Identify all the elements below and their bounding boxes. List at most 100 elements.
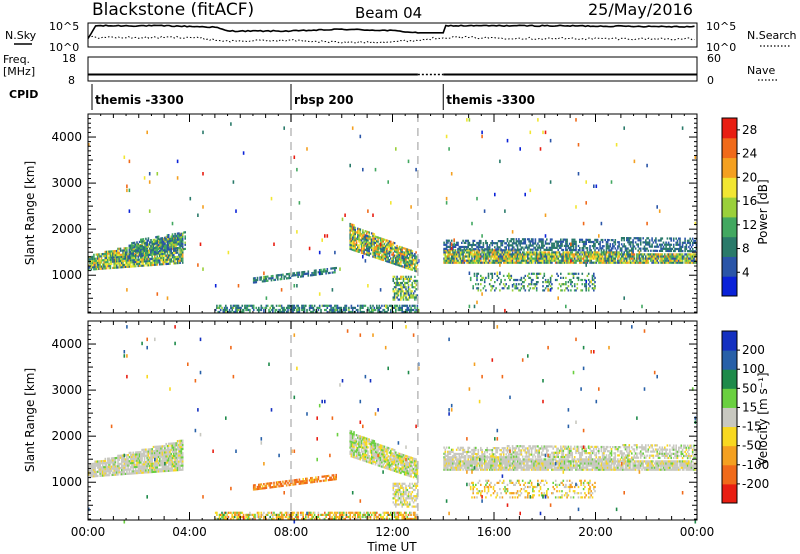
heatmap-cell xyxy=(656,255,658,258)
heatmap-cell xyxy=(587,253,590,256)
heatmap-cell xyxy=(225,306,227,309)
power-panel-bg xyxy=(88,114,697,313)
heatmap-cell xyxy=(593,247,595,250)
heatmap-cell xyxy=(127,261,129,264)
heatmap-cell xyxy=(620,237,623,240)
heatmap-cell xyxy=(445,243,448,246)
heatmap-cell xyxy=(275,304,278,307)
heatmap-cell xyxy=(136,247,138,250)
heatmap-cell xyxy=(400,260,402,263)
heatmap-cell xyxy=(596,259,599,262)
heatmap-cell xyxy=(693,250,695,253)
heatmap-cell xyxy=(400,246,402,249)
heatmap-cell xyxy=(483,259,486,262)
heatmap-cell xyxy=(369,244,372,247)
heatmap-cell xyxy=(142,238,145,241)
heatmap-cell xyxy=(508,248,510,251)
heatmap-cell xyxy=(369,252,372,255)
heatmap-cell xyxy=(265,304,268,307)
heatmap-cell xyxy=(603,253,605,256)
heatmap-cell xyxy=(455,251,458,254)
heatmap-cell xyxy=(534,283,537,286)
heatmap-cell xyxy=(336,306,339,309)
heatmap-cell xyxy=(632,247,634,250)
heatmap-cell xyxy=(133,243,136,246)
heatmap-cell xyxy=(595,259,598,262)
heatmap-cell xyxy=(499,255,501,258)
heatmap-cell xyxy=(119,462,122,465)
heatmap-cell xyxy=(117,471,119,474)
heatmap-cell xyxy=(561,255,563,258)
heatmap-cell xyxy=(566,259,568,262)
heatmap-cell xyxy=(409,304,411,307)
heatmap-cell xyxy=(637,255,639,258)
heatmap-cell xyxy=(109,465,112,468)
heatmap-cell xyxy=(632,255,634,258)
heatmap-cell xyxy=(579,259,581,262)
heatmap-cell xyxy=(678,237,680,240)
heatmap-cell xyxy=(669,247,671,250)
heatmap-cell xyxy=(98,470,100,473)
heatmap-cell xyxy=(401,304,403,307)
heatmap-cell xyxy=(148,251,151,254)
heatmap-cell xyxy=(594,257,596,260)
heatmap-cell xyxy=(141,463,143,466)
heatmap-cell xyxy=(406,264,409,268)
heatmap-cell xyxy=(292,272,294,275)
heatmap-cell xyxy=(154,450,156,453)
heatmap-cell xyxy=(124,265,127,268)
heatmap-cell xyxy=(349,222,351,226)
heatmap-cell xyxy=(549,261,552,264)
heatmap-cell xyxy=(510,255,513,258)
heatmap-cell xyxy=(170,254,173,257)
heatmap-cell xyxy=(382,256,384,259)
heatmap-cell xyxy=(128,460,131,463)
heatmap-cell xyxy=(571,281,573,284)
heatmap-cell xyxy=(360,237,363,240)
heatmap-cell xyxy=(147,262,150,265)
heatmap-cell xyxy=(142,260,145,263)
heatmap-cell xyxy=(571,259,573,262)
heatmap-cell xyxy=(520,276,523,279)
heatmap-cell xyxy=(509,253,511,256)
heatmap-cell xyxy=(105,261,108,264)
heatmap-cell xyxy=(589,257,591,260)
heatmap-cell xyxy=(176,251,179,254)
heatmap-cell xyxy=(482,255,485,258)
heatmap-cell xyxy=(162,249,165,252)
heatmap-cell xyxy=(566,253,568,256)
heatmap-cell xyxy=(350,244,353,247)
heatmap-cell xyxy=(552,255,554,258)
heatmap-cell xyxy=(678,255,680,258)
heatmap-cell xyxy=(500,244,502,247)
heatmap-cell xyxy=(117,260,119,263)
heatmap-cell xyxy=(681,241,684,244)
heatmap-cell xyxy=(585,180,587,184)
heatmap-cell xyxy=(372,251,374,254)
heatmap-cell xyxy=(535,257,538,260)
heatmap-cell xyxy=(280,306,283,309)
heatmap-cell xyxy=(91,469,94,472)
heatmap-cell xyxy=(279,310,282,314)
heatmap-cell xyxy=(628,261,631,264)
heatmap-cell xyxy=(358,240,360,243)
heatmap-cell xyxy=(137,465,140,468)
heatmap-cell xyxy=(480,239,482,243)
heatmap-cell xyxy=(538,259,540,262)
heatmap-cell xyxy=(406,306,409,309)
heatmap-cell xyxy=(509,249,511,252)
heatmap-cell xyxy=(584,285,586,288)
heatmap-cell xyxy=(527,274,529,277)
heatmap-cell xyxy=(104,466,107,469)
heatmap-cell xyxy=(631,257,633,260)
heatmap-cell xyxy=(354,243,356,246)
heatmap-cell xyxy=(544,248,547,251)
heatmap-cell xyxy=(396,279,398,282)
heatmap-cell xyxy=(586,251,589,254)
heatmap-cell xyxy=(143,454,146,458)
heatmap-cell xyxy=(117,254,119,257)
heatmap-cell xyxy=(129,455,132,459)
heatmap-cell xyxy=(627,253,629,256)
heatmap-cell xyxy=(666,255,669,258)
heatmap-cell xyxy=(142,254,145,257)
